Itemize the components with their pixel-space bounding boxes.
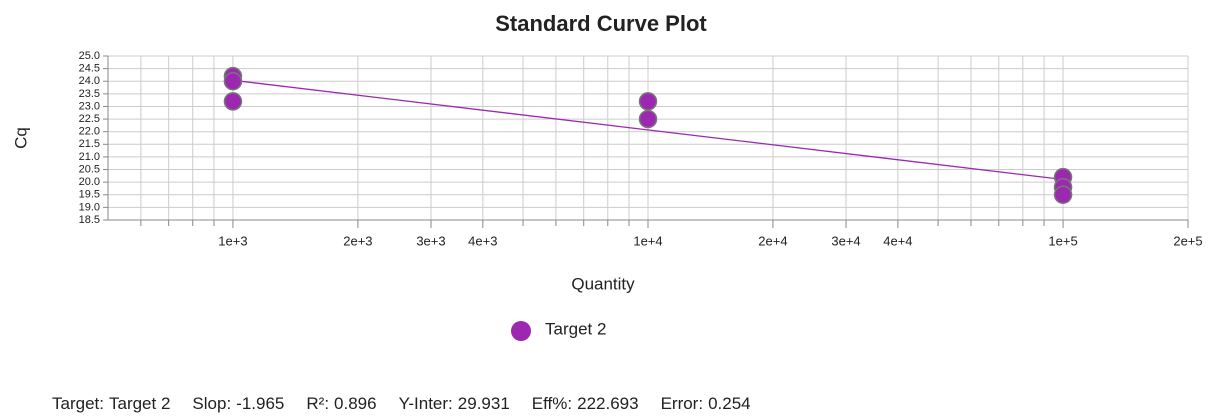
stat-value: Target 2 — [109, 394, 170, 413]
y-tick-label: 19.5 — [79, 189, 100, 201]
y-tick-label: 25.0 — [79, 50, 100, 62]
y-tick-label: 22.0 — [79, 126, 100, 138]
x-tick-label: 3e+3 — [416, 233, 445, 248]
y-axis-label: Cq — [11, 127, 30, 149]
stat-label: Target: — [52, 394, 104, 413]
y-tick-label: 19.0 — [79, 201, 100, 213]
y-tick-label: 23.0 — [79, 100, 100, 112]
x-tick-label: 3e+4 — [831, 233, 860, 248]
data-point — [223, 92, 243, 111]
stat-value: 222.693 — [577, 394, 638, 413]
x-tick-label: 4e+3 — [468, 233, 497, 248]
stat-value: 0.254 — [708, 394, 751, 413]
legend-marker — [511, 321, 531, 341]
y-tick-label: 23.5 — [79, 88, 100, 100]
x-tick-label: 1e+5 — [1048, 233, 1077, 248]
stat-value: 0.896 — [334, 394, 377, 413]
x-tick-label: 1e+3 — [218, 233, 247, 248]
y-tick-label: 20.0 — [79, 176, 100, 188]
x-axis-label: Quantity — [571, 274, 635, 293]
stat-label: Slop: — [192, 394, 231, 413]
y-tick-label: 18.5 — [79, 214, 100, 226]
data-point — [638, 92, 658, 111]
stat-value: -1.965 — [236, 394, 284, 413]
data-point — [1053, 185, 1073, 205]
y-tick-label: 22.5 — [79, 113, 100, 125]
x-tick-label: 2e+3 — [343, 233, 372, 248]
x-tick-label: 2e+4 — [758, 233, 787, 248]
stat-value: 29.931 — [458, 394, 510, 413]
stat-label: Error: — [661, 394, 704, 413]
stat-label: Y-Inter: — [399, 394, 453, 413]
data-point — [223, 71, 243, 91]
y-tick-label: 20.5 — [79, 163, 100, 175]
chart-title: Standard Curve Plot — [495, 11, 707, 36]
y-tick-label: 24.0 — [79, 75, 100, 87]
y-tick-label: 21.0 — [79, 151, 100, 163]
stat-label: Eff%: — [532, 394, 572, 413]
x-tick-label: 4e+4 — [883, 233, 912, 248]
legend-label: Target 2 — [545, 319, 606, 338]
y-tick-label: 24.5 — [79, 63, 100, 75]
stats-line: Target: Target 2 Slop: -1.965 R²: 0.896 Y-Inte… — [52, 394, 751, 413]
data-point — [638, 109, 658, 129]
y-tick-label: 21.5 — [79, 138, 100, 150]
stat-label: R²: — [306, 394, 329, 413]
fit-line — [232, 79, 1064, 181]
x-tick-label: 2e+5 — [1173, 233, 1202, 248]
x-tick-label: 1e+4 — [633, 233, 662, 248]
